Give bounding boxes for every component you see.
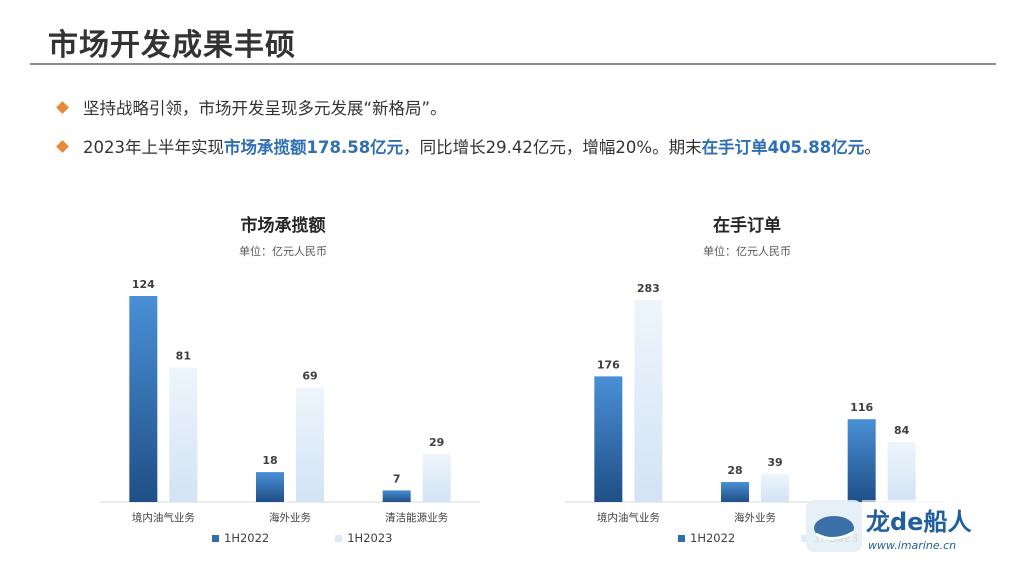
bullet-highlight-order-backlog: 在手订单405.88亿元 [701,138,865,157]
data-label: 39 [767,456,782,469]
data-label: 18 [262,454,277,467]
legend-label: 1H2022 [224,531,270,545]
legend-item-1h2023: 1H2023 [335,531,392,545]
legend-swatch-icon [335,534,343,542]
legend-swatch-icon [801,534,809,542]
bar-1h2022-2 [721,482,749,502]
data-label: 84 [894,424,910,437]
bullet-results: 2023年上半年实现市场承揽额178.58亿元，同比增长29.42亿元，增幅20… [56,134,881,158]
bar-1h2023-1 [634,300,663,502]
bar-1h2023-3 [887,442,916,502]
bar-1h2023-1 [169,367,198,502]
bar-1h2022-1 [594,376,623,502]
data-label: 124 [132,278,155,291]
chart-2-title: 在手订单 [713,216,781,236]
data-label: 81 [176,349,191,362]
bullet-strategy-text: 坚持战略引领，市场开发呈现多元发展“新格局”。 [83,99,447,118]
title-divider [30,63,996,65]
legend-item-1h2022: 1H2022 [212,531,269,545]
watermark-logo: 龙de船人 www.imarine.cn [806,500,1002,552]
category-label: 境内油气业务 [597,511,660,524]
legend-label: 1H2023 [347,531,393,545]
bullet-highlight-contract-value: 市场承揽额178.58亿元 [224,138,404,157]
watermark-brand: 龙de船人 [866,508,971,536]
bar-1h2023-3 [422,453,451,502]
bar-1h2022-3 [382,490,411,502]
data-label: 283 [637,282,660,295]
legend-item-1h2022: 1H2022 [678,531,735,545]
bar-1h2022-1 [129,296,158,502]
legend-swatch-icon [678,534,685,542]
bullet-strategy: 坚持战略引领，市场开发呈现多元发展“新格局”。 [56,95,447,119]
category-label: 海外业务 [734,511,776,524]
category-label: 清洁能源业务 [385,511,448,524]
data-label: 7 [393,472,401,485]
data-label: 69 [302,369,317,382]
watermark-url: www.imarine.cn [868,539,956,552]
bullet-results-part-1: 2023年上半年实现 [83,138,224,157]
bar-1h2023-2 [761,474,789,502]
page-title: 市场开发成果丰硕 [48,28,296,63]
bar-1h2022-2 [256,472,284,502]
bullet-results-part-3: 。 [864,138,881,157]
data-label: 116 [850,401,873,414]
legend-swatch-icon [212,534,219,542]
category-label: 海外业务 [269,511,311,524]
data-label: 176 [597,358,620,371]
bar-1h2023-2 [296,387,324,502]
chart-1-legend: 1H2022 1H2023 [212,531,458,545]
category-label: 境内油气业务 [132,511,195,524]
data-label: 28 [727,464,742,477]
data-label: 29 [429,436,444,449]
chart-1-unit: 单位：亿元人民币 [239,245,327,258]
bullet-results-part-2: ，同比增长29.42亿元，增幅20%。期末 [403,138,702,157]
chart-1-title: 市场承揽额 [240,216,326,236]
chart-2-unit: 单位：亿元人民币 [703,245,791,258]
legend-label: 1H2022 [690,531,736,545]
bar-1h2022-3 [847,419,876,502]
